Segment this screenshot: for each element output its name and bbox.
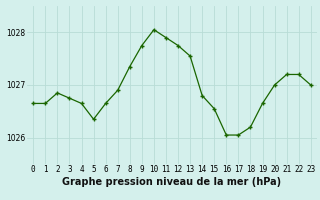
X-axis label: Graphe pression niveau de la mer (hPa): Graphe pression niveau de la mer (hPa) xyxy=(62,177,282,187)
